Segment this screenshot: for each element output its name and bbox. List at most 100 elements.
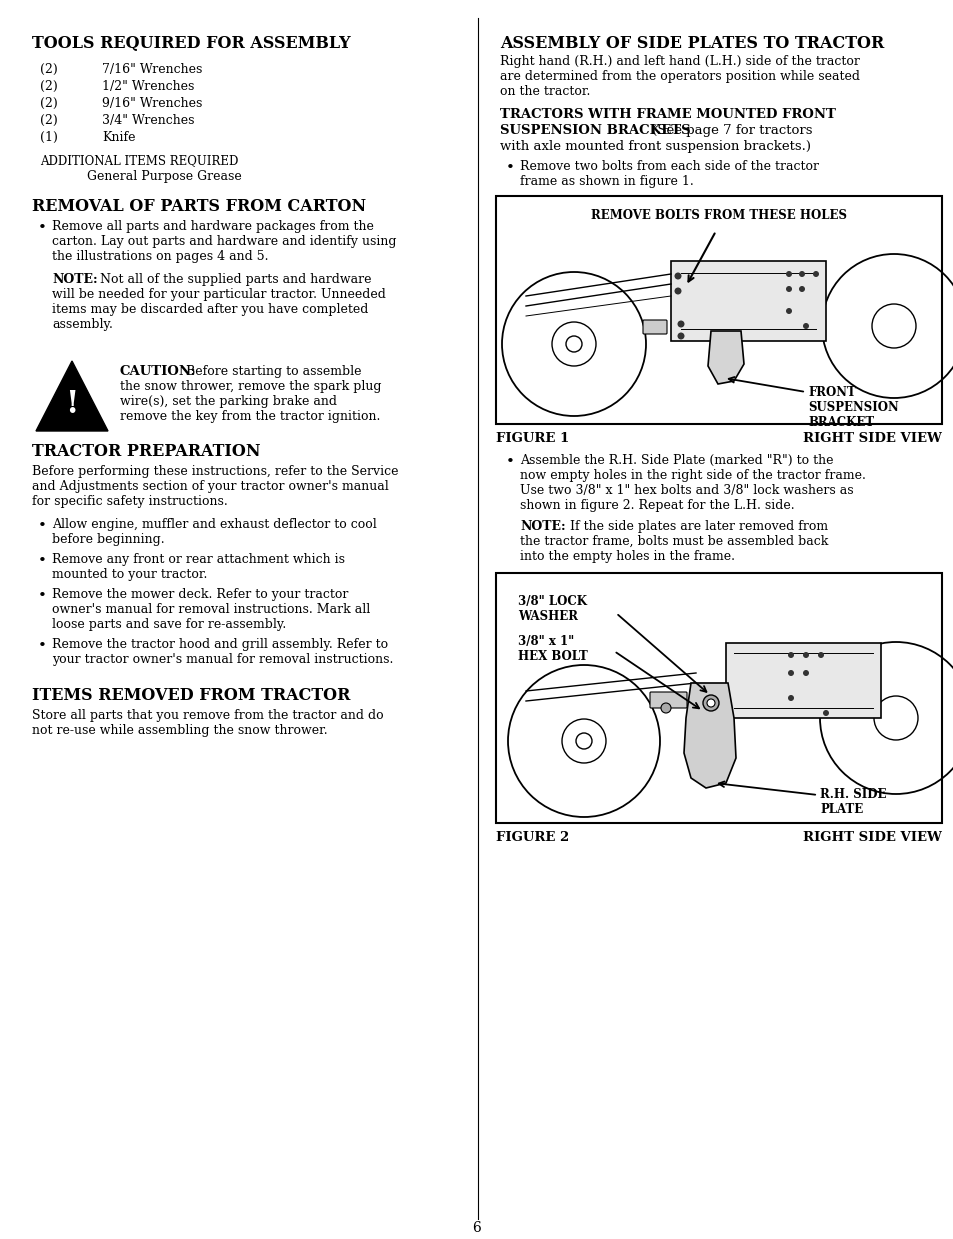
Circle shape bbox=[674, 287, 680, 295]
Circle shape bbox=[799, 271, 804, 278]
Text: 9/16" Wrenches: 9/16" Wrenches bbox=[102, 97, 202, 110]
Text: R.H. SIDE
PLATE: R.H. SIDE PLATE bbox=[820, 788, 885, 817]
Text: Store all parts that you remove from the tractor and do: Store all parts that you remove from the… bbox=[32, 709, 383, 722]
Text: NOTE:: NOTE: bbox=[52, 273, 97, 286]
Circle shape bbox=[677, 321, 684, 327]
Text: mounted to your tractor.: mounted to your tractor. bbox=[52, 567, 207, 581]
Circle shape bbox=[787, 652, 793, 658]
Circle shape bbox=[674, 273, 680, 280]
Circle shape bbox=[702, 695, 719, 711]
Polygon shape bbox=[36, 361, 108, 431]
Text: •: • bbox=[38, 519, 47, 533]
Text: (2): (2) bbox=[40, 81, 58, 93]
Circle shape bbox=[787, 695, 793, 701]
Text: Remove two bolts from each side of the tractor: Remove two bolts from each side of the t… bbox=[519, 160, 818, 173]
Text: TOOLS REQUIRED FOR ASSEMBLY: TOOLS REQUIRED FOR ASSEMBLY bbox=[32, 35, 351, 52]
Text: will be needed for your particular tractor. Unneeded: will be needed for your particular tract… bbox=[52, 287, 385, 301]
Text: the tractor frame, bolts must be assembled back: the tractor frame, bolts must be assembl… bbox=[519, 535, 827, 548]
Text: for specific safety instructions.: for specific safety instructions. bbox=[32, 496, 228, 508]
Text: 6: 6 bbox=[472, 1220, 481, 1235]
Text: assembly.: assembly. bbox=[52, 318, 112, 331]
Text: RIGHT SIDE VIEW: RIGHT SIDE VIEW bbox=[802, 432, 941, 445]
Text: Remove the tractor hood and grill assembly. Refer to: Remove the tractor hood and grill assemb… bbox=[52, 638, 388, 650]
Text: Remove the mower deck. Refer to your tractor: Remove the mower deck. Refer to your tra… bbox=[52, 589, 348, 601]
Text: Remove any front or rear attachment which is: Remove any front or rear attachment whic… bbox=[52, 553, 345, 566]
Text: RIGHT SIDE VIEW: RIGHT SIDE VIEW bbox=[802, 831, 941, 844]
FancyBboxPatch shape bbox=[649, 693, 686, 707]
Text: •: • bbox=[38, 554, 47, 567]
Bar bbox=[725, 643, 880, 717]
Text: the snow thrower, remove the spark plug: the snow thrower, remove the spark plug bbox=[120, 380, 381, 393]
Text: before beginning.: before beginning. bbox=[52, 533, 165, 546]
Text: (2): (2) bbox=[40, 63, 58, 76]
FancyBboxPatch shape bbox=[642, 320, 666, 335]
Text: 1/2" Wrenches: 1/2" Wrenches bbox=[102, 81, 194, 93]
Text: •: • bbox=[38, 221, 47, 235]
Text: (2): (2) bbox=[40, 114, 58, 128]
Text: on the tractor.: on the tractor. bbox=[499, 85, 590, 98]
Circle shape bbox=[785, 309, 791, 313]
Text: remove the key from the tractor ignition.: remove the key from the tractor ignition… bbox=[120, 410, 380, 422]
Polygon shape bbox=[707, 331, 743, 384]
Text: •: • bbox=[38, 589, 47, 603]
Bar bbox=[670, 261, 825, 341]
Bar bbox=[496, 196, 941, 424]
Circle shape bbox=[706, 699, 714, 707]
Text: CAUTION:: CAUTION: bbox=[120, 366, 196, 378]
Text: 7/16" Wrenches: 7/16" Wrenches bbox=[102, 63, 202, 76]
Text: NOTE:: NOTE: bbox=[519, 520, 565, 533]
Text: Right hand (R.H.) and left hand (L.H.) side of the tractor: Right hand (R.H.) and left hand (L.H.) s… bbox=[499, 55, 859, 68]
Text: (See page 7 for tractors: (See page 7 for tractors bbox=[647, 124, 812, 138]
Text: •: • bbox=[505, 161, 515, 175]
Text: your tractor owner's manual for removal instructions.: your tractor owner's manual for removal … bbox=[52, 653, 393, 667]
Text: loose parts and save for re-assembly.: loose parts and save for re-assembly. bbox=[52, 618, 286, 631]
Text: FIGURE 2: FIGURE 2 bbox=[496, 831, 569, 844]
Circle shape bbox=[802, 652, 808, 658]
Text: TRACTOR PREPARATION: TRACTOR PREPARATION bbox=[32, 444, 260, 460]
Text: owner's manual for removal instructions. Mark all: owner's manual for removal instructions.… bbox=[52, 603, 370, 616]
Text: •: • bbox=[38, 639, 47, 653]
Text: frame as shown in figure 1.: frame as shown in figure 1. bbox=[519, 175, 693, 188]
Text: 3/8" LOCK
WASHER: 3/8" LOCK WASHER bbox=[517, 595, 586, 623]
Text: are determined from the operators position while seated: are determined from the operators positi… bbox=[499, 69, 859, 83]
Text: Before starting to assemble: Before starting to assemble bbox=[182, 366, 361, 378]
Circle shape bbox=[802, 323, 808, 330]
Text: and Adjustments section of your tractor owner's manual: and Adjustments section of your tractor … bbox=[32, 479, 388, 493]
Text: items may be discarded after you have completed: items may be discarded after you have co… bbox=[52, 304, 368, 316]
Text: Not all of the supplied parts and hardware: Not all of the supplied parts and hardwa… bbox=[91, 273, 371, 286]
Circle shape bbox=[812, 271, 818, 278]
Text: TRACTORS WITH FRAME MOUNTED FRONT: TRACTORS WITH FRAME MOUNTED FRONT bbox=[499, 108, 835, 121]
Text: (2): (2) bbox=[40, 97, 58, 110]
Text: REMOVAL OF PARTS FROM CARTON: REMOVAL OF PARTS FROM CARTON bbox=[32, 198, 366, 216]
Text: with axle mounted front suspension brackets.): with axle mounted front suspension brack… bbox=[499, 140, 810, 152]
Text: Knife: Knife bbox=[102, 131, 135, 144]
Text: FRONT
SUSPENSION
BRACKET: FRONT SUSPENSION BRACKET bbox=[807, 387, 898, 429]
Text: !: ! bbox=[65, 389, 78, 420]
Circle shape bbox=[677, 332, 684, 339]
Text: the illustrations on pages 4 and 5.: the illustrations on pages 4 and 5. bbox=[52, 250, 268, 263]
Text: REMOVE BOLTS FROM THESE HOLES: REMOVE BOLTS FROM THESE HOLES bbox=[590, 209, 846, 222]
Text: SUSPENSION BRACKETS: SUSPENSION BRACKETS bbox=[499, 124, 690, 138]
Bar bbox=[496, 572, 941, 823]
Circle shape bbox=[822, 710, 828, 716]
Text: ADDITIONAL ITEMS REQUIRED: ADDITIONAL ITEMS REQUIRED bbox=[40, 154, 238, 167]
Text: Remove all parts and hardware packages from the: Remove all parts and hardware packages f… bbox=[52, 221, 374, 233]
Text: General Purpose Grease: General Purpose Grease bbox=[87, 170, 241, 183]
Circle shape bbox=[802, 670, 808, 676]
Text: Assemble the R.H. Side Plate (marked "R") to the: Assemble the R.H. Side Plate (marked "R"… bbox=[519, 453, 833, 467]
Circle shape bbox=[799, 286, 804, 292]
Text: carton. Lay out parts and hardware and identify using: carton. Lay out parts and hardware and i… bbox=[52, 235, 396, 248]
Text: ITEMS REMOVED FROM TRACTOR: ITEMS REMOVED FROM TRACTOR bbox=[32, 686, 350, 704]
Text: ASSEMBLY OF SIDE PLATES TO TRACTOR: ASSEMBLY OF SIDE PLATES TO TRACTOR bbox=[499, 35, 883, 52]
Text: 3/8" x 1"
HEX BOLT: 3/8" x 1" HEX BOLT bbox=[517, 636, 587, 663]
Polygon shape bbox=[683, 683, 735, 788]
Circle shape bbox=[785, 286, 791, 292]
Text: not re-use while assembling the snow thrower.: not re-use while assembling the snow thr… bbox=[32, 724, 327, 737]
Text: Allow engine, muffler and exhaust deflector to cool: Allow engine, muffler and exhaust deflec… bbox=[52, 518, 376, 532]
Text: now empty holes in the right side of the tractor frame.: now empty holes in the right side of the… bbox=[519, 470, 865, 482]
Text: Before performing these instructions, refer to the Service: Before performing these instructions, re… bbox=[32, 465, 398, 478]
Circle shape bbox=[660, 703, 670, 712]
Text: If the side plates are later removed from: If the side plates are later removed fro… bbox=[561, 520, 827, 533]
Circle shape bbox=[787, 670, 793, 676]
Text: Use two 3/8" x 1" hex bolts and 3/8" lock washers as: Use two 3/8" x 1" hex bolts and 3/8" loc… bbox=[519, 484, 853, 497]
